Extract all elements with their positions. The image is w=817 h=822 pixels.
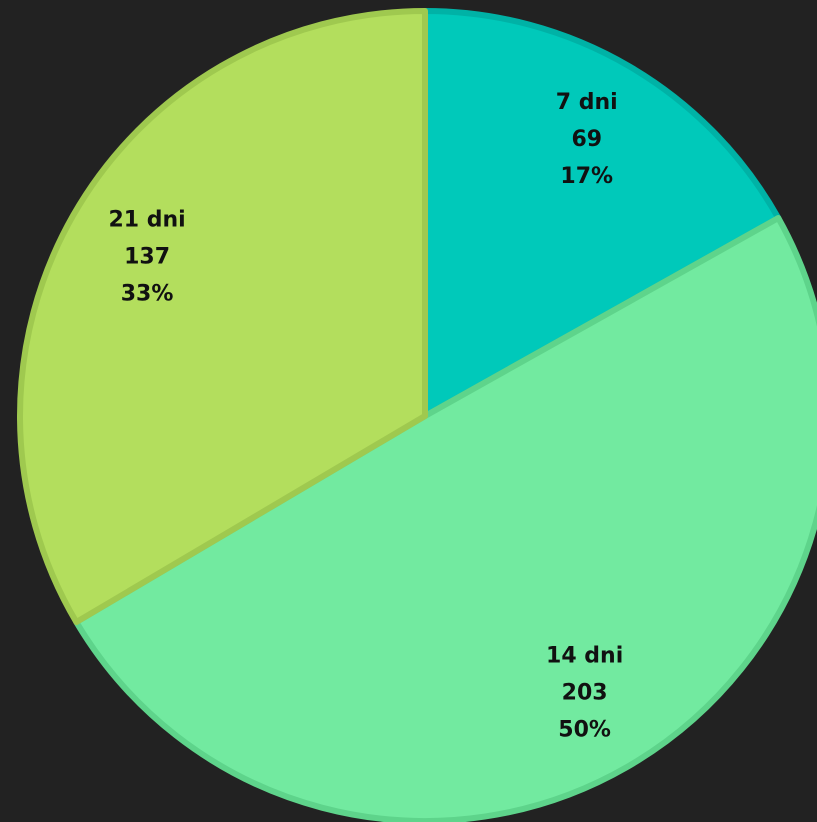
pie-slice	[17, 8, 428, 626]
slice-value: 69	[571, 127, 602, 152]
slice-label: 14 dni	[546, 643, 623, 668]
slice-percent: 50%	[558, 717, 611, 742]
slice-percent: 17%	[560, 164, 613, 189]
slice-label: 21 dni	[108, 207, 185, 232]
pie-slice	[422, 8, 782, 419]
pie-slice	[73, 215, 817, 822]
slice-value: 203	[562, 680, 608, 705]
slice-label: 7 dni	[556, 90, 618, 115]
slice-value: 137	[124, 244, 170, 269]
slice-percent: 33%	[121, 281, 174, 306]
